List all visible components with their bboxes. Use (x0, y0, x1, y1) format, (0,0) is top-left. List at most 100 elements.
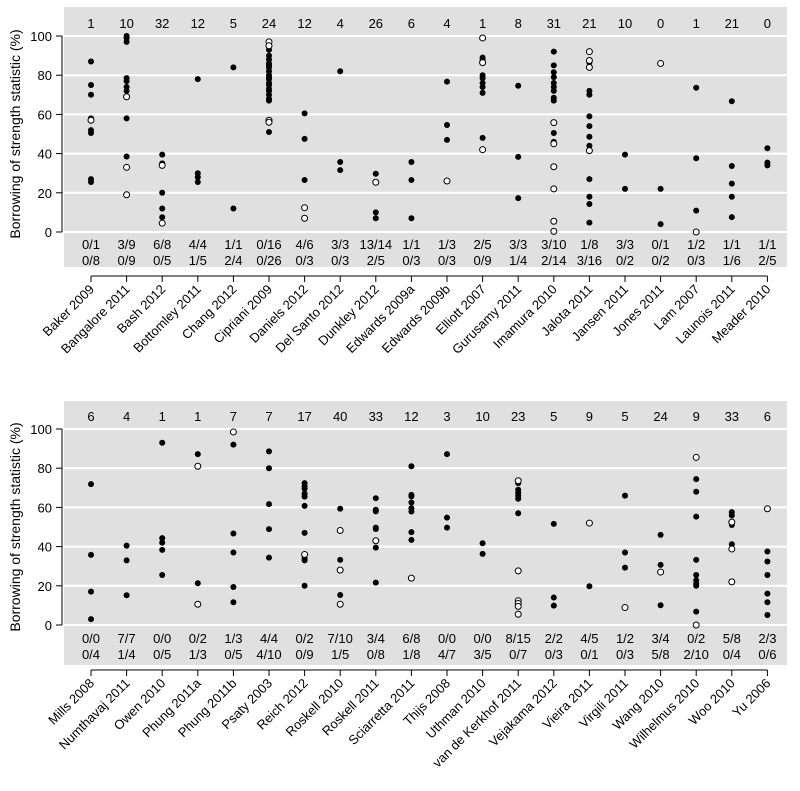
point-filled (159, 439, 166, 446)
point-filled (657, 561, 664, 568)
point-open (585, 147, 593, 155)
y-tick-label: 0 (45, 225, 52, 240)
fraction-bottom: 3/16 (577, 253, 602, 268)
fraction-bottom: 0/4 (723, 647, 741, 662)
point-filled (230, 583, 237, 590)
point-filled (408, 529, 415, 536)
fraction-bottom: 2/5 (758, 253, 776, 268)
fraction-bottom: 0/3 (616, 647, 634, 662)
point-filled (88, 58, 94, 65)
point-filled (123, 115, 130, 122)
fraction-bottom: 0/5 (153, 253, 171, 268)
fraction-bottom: 1/6 (723, 253, 741, 268)
fraction-top: 1/2 (687, 237, 705, 252)
point-filled (586, 200, 593, 207)
point-filled (764, 548, 771, 555)
point-open (123, 93, 131, 101)
fraction-top: 3/4 (652, 631, 670, 646)
fraction-top: 3/10 (541, 237, 566, 252)
point-filled (479, 134, 486, 141)
point-filled (728, 98, 735, 105)
fraction-top: 4/5 (580, 631, 598, 646)
point-filled (159, 214, 166, 221)
fraction-top: 0/2 (189, 631, 207, 646)
point-open (763, 505, 771, 513)
fraction-top: 4/4 (260, 631, 278, 646)
fraction-top: 3/3 (616, 237, 634, 252)
point-filled (301, 582, 308, 589)
study-count: 4 (443, 16, 450, 31)
fraction-top: 3/3 (331, 237, 349, 252)
plot-background (64, 7, 787, 267)
point-filled (550, 602, 557, 609)
fraction-top: 5/8 (723, 631, 741, 646)
fraction-bottom: 0/7 (509, 647, 527, 662)
point-filled (586, 219, 593, 226)
point-filled (230, 549, 237, 556)
point-filled (337, 167, 344, 174)
point-filled (194, 580, 201, 587)
fraction-bottom: 1/4 (509, 253, 527, 268)
fraction-top: 6/8 (402, 631, 420, 646)
fraction-bottom: 1/8 (402, 647, 420, 662)
point-filled (194, 76, 201, 83)
point-filled (88, 616, 94, 623)
point-filled (693, 582, 700, 589)
point-filled (622, 549, 628, 556)
study-count: 31 (547, 16, 561, 31)
point-filled (159, 535, 166, 542)
study-count: 21 (725, 16, 739, 31)
point-filled (301, 110, 308, 117)
point-filled (586, 583, 593, 590)
point-open (158, 161, 166, 169)
fraction-bottom: 0/2 (616, 253, 634, 268)
point-filled (123, 542, 130, 549)
fraction-top: 0/2 (296, 631, 314, 646)
study-count: 1 (479, 16, 486, 31)
point-filled (194, 451, 201, 458)
fraction-bottom: 0/9 (296, 647, 314, 662)
study-count: 10 (475, 409, 489, 424)
point-open (229, 428, 237, 436)
point-filled (586, 176, 593, 183)
point-open (585, 57, 593, 64)
point-open (585, 63, 593, 71)
fraction-top: 3/4 (367, 631, 385, 646)
fraction-bottom: 3/5 (474, 647, 492, 662)
point-open (728, 518, 736, 526)
y-tick-label: 20 (38, 186, 52, 201)
study-count: 5 (621, 409, 628, 424)
point-filled (764, 162, 771, 169)
point-filled (479, 540, 486, 547)
point-open (550, 119, 558, 127)
plot-background (64, 401, 787, 665)
point-filled (728, 193, 735, 200)
point-filled (657, 221, 664, 228)
point-filled (479, 550, 486, 557)
point-filled (123, 153, 130, 160)
point-filled (444, 78, 450, 85)
point-open (514, 567, 522, 575)
fraction-top: 0/2 (687, 631, 705, 646)
point-filled (586, 142, 593, 149)
fraction-top: 0/0 (438, 631, 456, 646)
point-filled (301, 177, 308, 184)
y-tick-label: 60 (38, 500, 52, 515)
study-count: 9 (693, 409, 700, 424)
fraction-top: 3/3 (509, 237, 527, 252)
point-filled (123, 78, 130, 85)
point-filled (266, 129, 272, 136)
fraction-bottom: 1/5 (331, 647, 349, 662)
point-filled (266, 554, 272, 561)
fraction-bottom: 0/3 (296, 253, 314, 268)
point-filled (88, 588, 94, 595)
point-filled (88, 91, 94, 98)
study-count: 5 (550, 409, 557, 424)
point-open (585, 519, 593, 527)
fraction-top: 1/1 (723, 237, 741, 252)
point-filled (764, 599, 771, 606)
point-filled (657, 602, 664, 609)
point-filled (230, 530, 237, 537)
point-filled (230, 599, 237, 606)
point-filled (408, 499, 415, 506)
